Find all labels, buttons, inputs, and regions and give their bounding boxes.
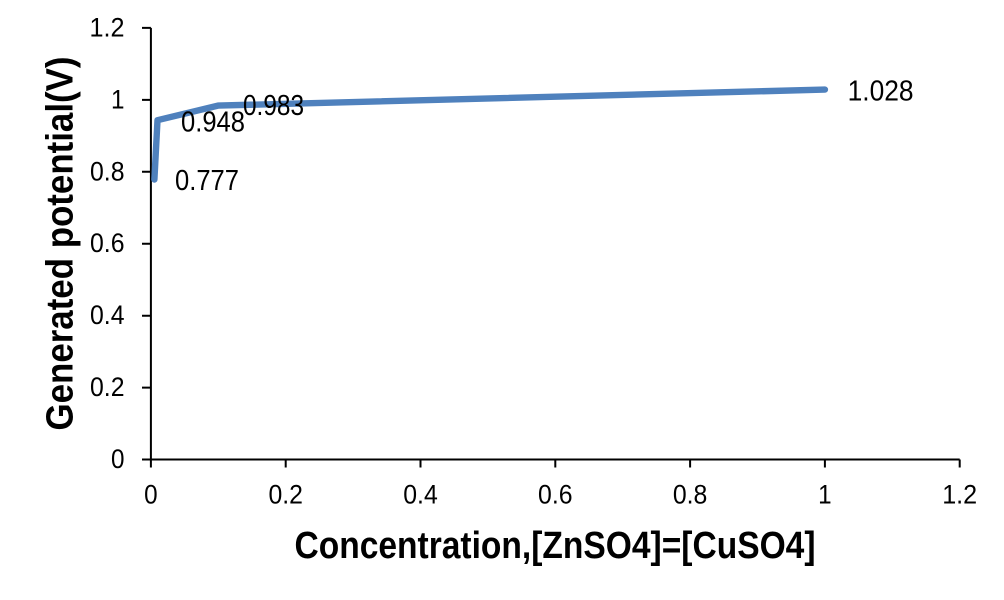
svg-text:0: 0: [144, 479, 158, 509]
svg-text:1.2: 1.2: [90, 13, 125, 43]
svg-text:0.2: 0.2: [90, 372, 125, 402]
svg-text:0.777: 0.777: [175, 165, 239, 197]
svg-text:0.6: 0.6: [90, 228, 125, 258]
svg-text:0.6: 0.6: [538, 479, 573, 509]
svg-text:0.983: 0.983: [243, 90, 304, 122]
svg-text:0.2: 0.2: [268, 479, 303, 509]
svg-text:1.028: 1.028: [848, 76, 914, 108]
svg-text:0: 0: [111, 444, 125, 474]
svg-text:1.2: 1.2: [942, 479, 977, 509]
svg-text:1: 1: [818, 479, 832, 509]
svg-text:0.948: 0.948: [181, 106, 245, 138]
svg-text:0.4: 0.4: [90, 300, 125, 330]
svg-text:Concentration,[ZnSO4]=[CuSO4]: Concentration,[ZnSO4]=[CuSO4]: [295, 525, 816, 567]
svg-text:0.4: 0.4: [403, 479, 438, 509]
svg-text:0.8: 0.8: [90, 156, 125, 186]
svg-text:Generated potential(V): Generated potential(V): [40, 57, 82, 431]
svg-text:1: 1: [111, 84, 125, 114]
svg-text:0.8: 0.8: [673, 479, 708, 509]
